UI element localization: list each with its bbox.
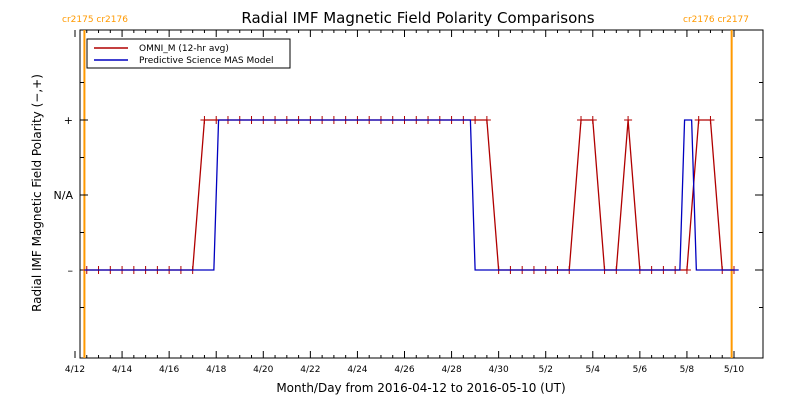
- x-tick-label: 4/16: [159, 365, 179, 375]
- carrington-marker-label: cr2175 cr2176: [62, 15, 128, 25]
- x-tick-label: 5/2: [538, 365, 552, 375]
- y-tick-label: +: [64, 114, 73, 127]
- data-point-marker: [471, 116, 480, 124]
- x-tick-label: 4/18: [206, 365, 226, 375]
- legend: OMNI_M (12-hr avg) Predictive Science MAS…: [86, 38, 291, 69]
- x-tick-label: 5/6: [633, 365, 648, 375]
- y-tick-label: –: [68, 264, 74, 277]
- x-tick-label: 4/12: [65, 365, 85, 375]
- x-tick-label: 4/24: [347, 365, 367, 375]
- carrington-markers: cr2175 cr2176 cr2176 cr2177: [62, 15, 749, 358]
- legend-box: [86, 38, 291, 69]
- chart-title: Radial IMF Magnetic Field Polarity Compa…: [241, 9, 594, 27]
- data-point-marker: [624, 116, 633, 124]
- legend-entry-label: Predictive Science MAS Model: [139, 56, 274, 66]
- x-tick-label: 4/30: [489, 365, 509, 375]
- x-tick-label: 4/22: [300, 365, 320, 375]
- data-point-marker: [482, 116, 491, 124]
- data-point-marker: [200, 116, 209, 124]
- x-tick-label: 5/8: [680, 365, 695, 375]
- plot-frame: [79, 29, 764, 359]
- x-tick-label: 5/10: [724, 365, 744, 375]
- axes: 4/12 4/14 4/16 4/18 4/20 4/22 4/24 4/26 4/28 4/30…: [54, 30, 763, 375]
- data-point-marker: [682, 266, 691, 274]
- x-tick-label: 5/4: [586, 365, 601, 375]
- data-point-marker: [588, 116, 597, 124]
- series-layer: [82, 116, 739, 274]
- y-tick-label: N/A: [54, 189, 74, 202]
- carrington-marker-label: cr2176 cr2177: [683, 15, 749, 25]
- x-tick-label: 4/20: [253, 365, 273, 375]
- legend-entry-label: OMNI_M (12-hr avg): [139, 44, 229, 54]
- data-point-marker: [577, 116, 586, 124]
- x-tick-label: 4/14: [112, 365, 132, 375]
- x-axis-label: Month/Day from 2016-04-12 to 2016-05-10 …: [276, 381, 565, 395]
- series-line-1: [84, 119, 739, 271]
- x-tick-label: 4/28: [441, 365, 461, 375]
- x-tick-label: 4/26: [394, 365, 414, 375]
- y-axis-label: Radial IMF Magnetic Field Polarity (−,+): [30, 74, 44, 312]
- data-point-marker: [694, 116, 703, 124]
- data-point-marker: [706, 116, 715, 124]
